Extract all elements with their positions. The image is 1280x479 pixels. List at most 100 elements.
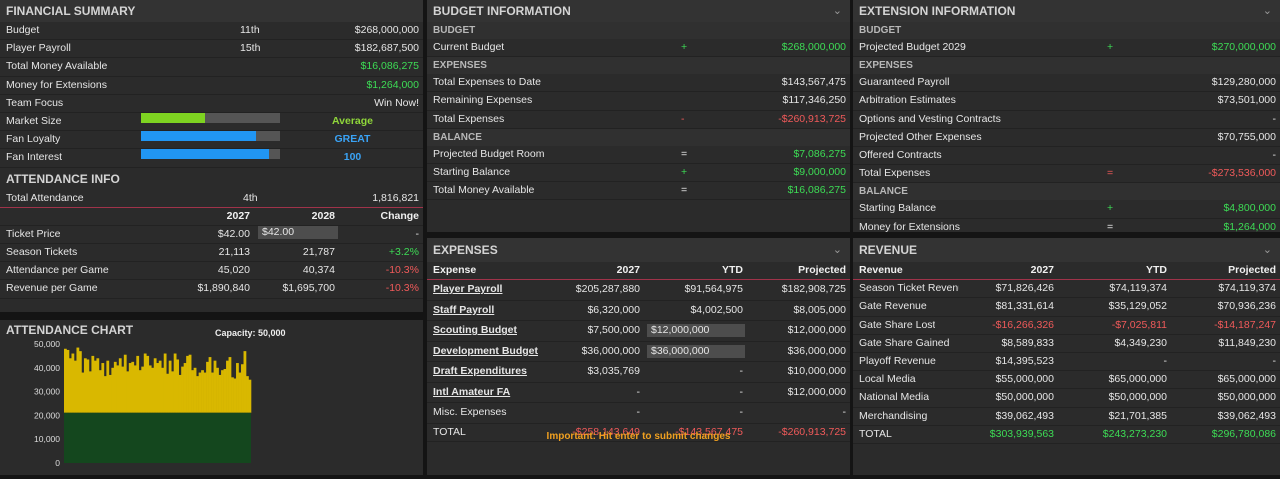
value-ytd: $91,564,975 xyxy=(684,283,743,296)
row-sign: + xyxy=(1107,41,1114,53)
attendance-bar xyxy=(223,368,227,413)
attendance-bar xyxy=(66,349,70,413)
rating-text: Average xyxy=(331,114,374,127)
rating-text: 100 xyxy=(343,151,362,164)
extension-row: Guaranteed Payroll $129,280,000 xyxy=(853,74,1280,93)
budget-row: Projected Budget Room = $7,086,275 xyxy=(427,146,850,164)
ticket-price-input[interactable]: $42.00 xyxy=(258,225,338,239)
attendance-bar xyxy=(96,358,100,413)
chevron-down-icon[interactable]: ⌄ xyxy=(832,5,842,17)
ytd-input[interactable]: $36,000,000 xyxy=(647,344,745,358)
attendance-bar xyxy=(131,361,135,413)
row-sign: = xyxy=(1107,220,1114,233)
ytd-input[interactable]: $12,000,000 xyxy=(647,324,745,338)
row-label: Current Budget xyxy=(433,41,505,53)
attendance-bar xyxy=(86,359,90,413)
value-ytd: - xyxy=(739,385,744,398)
attendance-bar xyxy=(141,366,145,413)
attendance-bar xyxy=(83,358,87,413)
column-header-ytd: YTD xyxy=(1146,264,1167,276)
row-label: Remaining Expenses xyxy=(433,94,533,107)
expense-link[interactable]: Scouting Budget xyxy=(433,324,517,337)
column-header-2028: 2028 xyxy=(311,209,335,222)
extension-row: Money for Extensions = $1,264,000 xyxy=(853,219,1280,233)
expenses-total-row: TOTAL -$258,143,649 -$143,567,475 -$260,913… xyxy=(427,424,850,442)
attendance-bar xyxy=(218,374,222,413)
attendance-bar xyxy=(171,371,175,413)
attendance-bar xyxy=(241,364,244,413)
attendance-bar xyxy=(91,355,95,413)
chevron-down-icon[interactable]: ⌄ xyxy=(1262,244,1272,256)
extension-row: Offered Contracts - xyxy=(853,147,1280,166)
value-2028: 21,787 xyxy=(302,246,335,259)
row-label: National Media xyxy=(859,391,930,404)
row-value: - xyxy=(1272,112,1277,125)
attendance-bar xyxy=(233,378,237,413)
revenue-title: REVENUE xyxy=(859,243,918,257)
budget-row: Starting Balance + $9,000,000 xyxy=(427,164,850,183)
financial-row: Team Focus Win Now! xyxy=(0,95,423,113)
financial-bars: Market Size Average Fan Loyalty GREAT Fan In… xyxy=(0,112,423,168)
attendance-bar xyxy=(231,377,234,413)
expense-label: Misc. Expenses xyxy=(433,406,507,419)
row-label: Total Money Available xyxy=(433,184,535,197)
row-value: 1,816,821 xyxy=(372,191,419,204)
row-label: Gate Revenue xyxy=(859,300,927,313)
row-label: Offered Contracts xyxy=(859,148,942,161)
row-label: Total Money Available xyxy=(6,60,108,73)
attendance-bar xyxy=(186,355,189,413)
attendance-bar xyxy=(163,353,167,413)
attendance-bar xyxy=(68,358,72,413)
attendance-header-row: 2027 2028 Change xyxy=(0,208,423,226)
expense-row: Scouting Budget $7,500,000 $12,000,000 $12,… xyxy=(427,321,850,342)
expense-link[interactable]: Player Payroll xyxy=(433,283,503,296)
attendance-bar xyxy=(156,363,160,413)
row-rank: 11th xyxy=(240,24,260,36)
attendance-bar xyxy=(103,376,107,413)
total-projected: -$260,913,725 xyxy=(778,425,846,438)
attendance-bar xyxy=(221,370,224,413)
attendance-bar xyxy=(173,353,177,413)
attendance-bar xyxy=(201,370,204,413)
attendance-bar xyxy=(193,367,197,413)
attendance-bar xyxy=(133,365,137,413)
extension-section-header: EXPENSES xyxy=(853,57,1280,75)
y-tick-label: 10,000 xyxy=(34,434,60,444)
chevron-down-icon[interactable]: ⌄ xyxy=(832,244,842,256)
row-sign: + xyxy=(1107,202,1114,215)
expense-row: Staff Payroll $6,320,000 $4,002,500 $8,005,… xyxy=(427,301,850,322)
budget-section-header: BALANCE xyxy=(427,128,850,146)
expenses-header-row: Expense 2027 YTD Projected xyxy=(427,262,850,281)
value-ytd: $50,000,000 xyxy=(1108,391,1167,404)
attendance-bar xyxy=(93,360,97,413)
row-label: Money for Extensions xyxy=(859,220,960,233)
attendance-bar xyxy=(196,376,199,413)
attendance-bar xyxy=(151,367,155,413)
value-projected: $70,936,236 xyxy=(1217,300,1276,313)
budget-row: Current Budget + $268,000,000 xyxy=(427,39,850,58)
row-value: $16,086,275 xyxy=(360,60,419,73)
expense-link[interactable]: Development Budget xyxy=(433,344,539,357)
value-2027: $6,320,000 xyxy=(587,303,640,316)
y-tick-label: 20,000 xyxy=(34,410,60,420)
expense-link[interactable]: Staff Payroll xyxy=(433,303,495,316)
attendance-bar xyxy=(113,361,117,413)
attendance-bar xyxy=(71,353,75,413)
expense-link[interactable]: Draft Expenditures xyxy=(433,365,527,378)
rating-bar-fill xyxy=(141,149,269,160)
attendance-bar xyxy=(106,360,110,413)
financial-row: Player Payroll 15th $182,687,500 xyxy=(0,40,423,59)
rating-bar-fill xyxy=(141,131,257,142)
value-2028: 40,374 xyxy=(302,264,335,277)
value-projected: $74,119,374 xyxy=(1218,282,1276,295)
row-value: - xyxy=(1272,148,1277,161)
expense-link[interactable]: Intl Amateur FA xyxy=(433,385,511,398)
row-value: $73,501,000 xyxy=(1217,94,1276,107)
column-header-2027: 2027 xyxy=(226,209,250,222)
chevron-down-icon[interactable]: ⌄ xyxy=(1262,5,1272,17)
column-header-2027: 2027 xyxy=(1030,264,1054,276)
revenue-header-row: Revenue 2027 YTD Projected xyxy=(853,262,1280,281)
row-sign: = xyxy=(681,147,688,160)
attendance-bar xyxy=(98,370,102,413)
expense-row: Development Budget $36,000,000 $36,000,000… xyxy=(427,342,850,363)
